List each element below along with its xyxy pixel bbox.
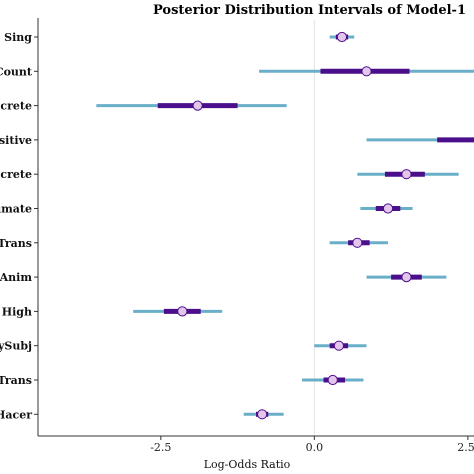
x-tick-label: 2.5 [457,441,474,454]
median-point [352,237,363,248]
plot-area [37,18,474,436]
median-point [401,169,412,180]
parameter-label: oncrete [0,100,32,113]
parameter-label: cySubj [0,340,32,353]
median-point [382,203,394,214]
parameter-label: : Trans [0,237,32,250]
median-point [192,100,203,111]
x-tick-label: -2.5 [150,441,171,454]
parameter-label: bj: High [0,305,32,318]
parameter-label: oncrete [0,168,32,181]
median-point [401,272,412,283]
parameter-label: nimate [0,203,32,216]
median-point [327,374,338,386]
median-point [177,306,188,317]
x-axis: -2.5 0.0 2.5 [38,435,474,454]
x-tick-label: 0.0 [306,441,324,454]
parameter-label: : Trans [0,374,32,387]
median-point [336,31,348,43]
median-point [257,409,268,420]
parameter-label: Count [0,65,33,78]
parameter-label: bj: Sing [0,31,32,44]
chart-title: Posterior Distribution Intervals of Mode… [153,3,466,18]
median-point [333,340,345,351]
median-point [361,66,372,77]
parameter-label: : Anim [0,271,32,284]
parameter-label: ansitive [0,134,32,147]
x-axis-label: Log-Odds Ratio [204,458,291,471]
y-axis-labels: bj: Sing Count oncrete ansitive oncrete nimat… [0,31,38,421]
parameter-label: Hacer [0,408,32,421]
